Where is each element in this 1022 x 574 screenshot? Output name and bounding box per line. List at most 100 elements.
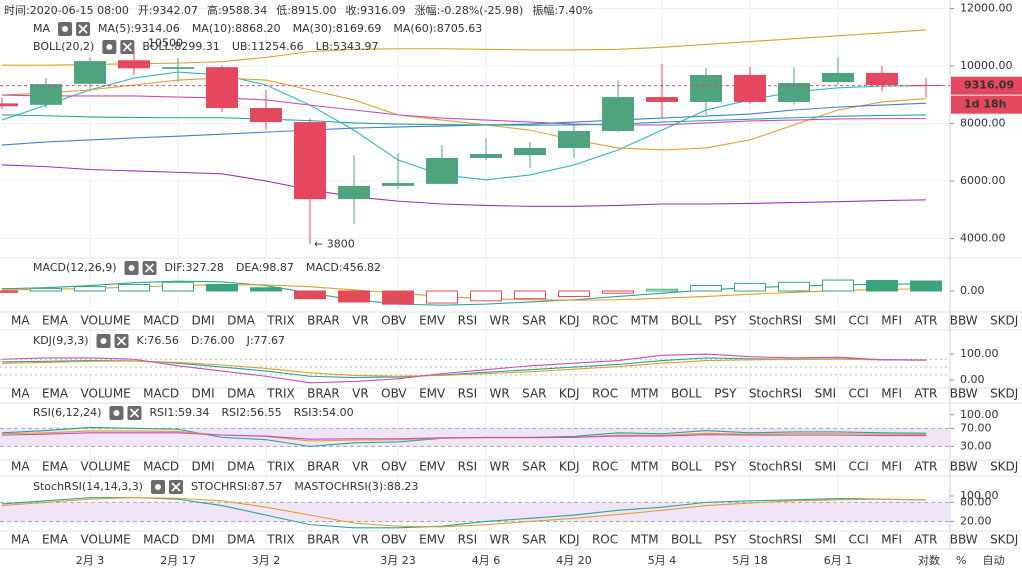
indicator-tab[interactable]: SMI — [815, 387, 837, 401]
indicator-tab[interactable]: SMI — [815, 460, 837, 474]
indicator-tab[interactable]: OBV — [381, 533, 407, 547]
indicator-tab[interactable]: MFI — [881, 533, 902, 547]
indicator-tab[interactable]: VOLUME — [81, 314, 131, 328]
indicator-tab[interactable]: BBW — [950, 460, 978, 474]
indicator-tab[interactable]: BRAR — [307, 460, 340, 474]
indicator-tab[interactable]: PSY — [714, 387, 737, 401]
indicator-tab[interactable]: DMA — [227, 460, 256, 474]
indicator-tab[interactable]: DMI — [192, 460, 215, 474]
indicator-tab[interactable]: PSY — [714, 314, 737, 328]
indicator-tab[interactable]: VOLUME — [81, 387, 131, 401]
indicator-tab[interactable]: WR — [490, 314, 510, 328]
indicator-tab[interactable]: SKDJ — [990, 460, 1018, 474]
indicator-tab[interactable]: BOLL — [671, 314, 702, 328]
indicator-tab[interactable]: OBV — [381, 314, 407, 328]
indicator-tab[interactable]: BBW — [950, 387, 978, 401]
scale-option[interactable]: 对数 — [918, 553, 940, 567]
indicator-tab[interactable]: StochRSI — [749, 460, 802, 474]
indicator-tab[interactable]: TRIX — [266, 314, 294, 328]
indicator-tab[interactable]: OBV — [381, 387, 407, 401]
indicator-tab[interactable]: EMV — [419, 387, 446, 401]
indicator-tab[interactable]: CCI — [849, 314, 869, 328]
indicator-tab[interactable]: MFI — [881, 460, 902, 474]
indicator-tab[interactable]: BRAR — [307, 387, 340, 401]
indicator-tab[interactable]: RSI — [458, 314, 478, 328]
indicator-tab[interactable]: MACD — [143, 314, 179, 328]
indicator-tab[interactable]: KDJ — [559, 460, 580, 474]
indicator-tab[interactable]: StochRSI — [749, 533, 802, 547]
indicator-tab[interactable]: SKDJ — [990, 387, 1018, 401]
indicator-tab[interactable]: RSI — [458, 387, 478, 401]
indicator-tab[interactable]: SAR — [522, 387, 546, 401]
indicator-tab[interactable]: TRIX — [266, 460, 294, 474]
indicator-tab[interactable]: DMI — [192, 387, 215, 401]
indicator-tab[interactable]: SAR — [522, 533, 546, 547]
indicator-tab[interactable]: VR — [352, 387, 369, 401]
indicator-tab[interactable]: EMV — [419, 533, 446, 547]
indicator-tab[interactable]: VOLUME — [81, 460, 131, 474]
indicator-tab[interactable]: ATR — [914, 460, 937, 474]
indicator-tab[interactable]: WR — [490, 533, 510, 547]
indicator-tab[interactable]: ROC — [592, 460, 618, 474]
indicator-tab[interactable]: MA — [11, 460, 30, 474]
indicator-tab[interactable]: SAR — [522, 460, 546, 474]
indicator-tab[interactable]: BOLL — [671, 460, 702, 474]
indicator-tab[interactable]: SKDJ — [990, 533, 1018, 547]
indicator-tab[interactable]: KDJ — [559, 533, 580, 547]
indicator-tab[interactable]: MTM — [631, 387, 659, 401]
indicator-tab[interactable]: DMI — [192, 314, 215, 328]
indicator-tab[interactable]: BRAR — [307, 533, 340, 547]
indicator-tab[interactable]: MTM — [631, 533, 659, 547]
indicator-tab[interactable]: SMI — [815, 314, 837, 328]
indicator-tab[interactable]: MA — [11, 533, 30, 547]
indicator-tab[interactable]: VR — [352, 460, 369, 474]
indicator-tab[interactable]: DMI — [192, 533, 215, 547]
indicator-tab[interactable]: EMA — [42, 314, 69, 328]
indicator-tab[interactable]: StochRSI — [749, 387, 802, 401]
indicator-tab[interactable]: BOLL — [671, 387, 702, 401]
indicator-tab[interactable]: ATR — [914, 314, 937, 328]
indicator-tab[interactable]: ATR — [914, 387, 937, 401]
indicator-tab[interactable]: MFI — [881, 387, 902, 401]
indicator-tab[interactable]: CCI — [849, 387, 869, 401]
indicator-tab[interactable]: SKDJ — [990, 314, 1018, 328]
indicator-tab[interactable]: TRIX — [266, 387, 294, 401]
scale-option[interactable]: 自动 — [982, 554, 1004, 567]
indicator-tab[interactable]: MACD — [143, 460, 179, 474]
indicator-tab[interactable]: ROC — [592, 314, 618, 328]
indicator-tab[interactable]: ROC — [592, 387, 618, 401]
indicator-tab[interactable]: KDJ — [559, 314, 580, 328]
indicator-tab[interactable]: MFI — [881, 314, 902, 328]
indicator-tab[interactable]: SAR — [522, 314, 546, 328]
indicator-tab[interactable]: EMA — [42, 387, 69, 401]
indicator-tab[interactable]: OBV — [381, 460, 407, 474]
indicator-tab[interactable]: RSI — [458, 460, 478, 474]
indicator-tab[interactable]: PSY — [714, 460, 737, 474]
indicator-tab[interactable]: EMV — [419, 314, 446, 328]
indicator-tab[interactable]: WR — [490, 387, 510, 401]
indicator-tab[interactable]: ROC — [592, 533, 618, 547]
indicator-tab[interactable]: RSI — [458, 533, 478, 547]
scale-option[interactable]: % — [956, 554, 966, 567]
indicator-tab[interactable]: MTM — [631, 460, 659, 474]
indicator-tab[interactable]: BOLL — [671, 533, 702, 547]
indicator-tab[interactable]: PSY — [714, 533, 737, 547]
indicator-tab[interactable]: CCI — [849, 460, 869, 474]
indicator-tab[interactable]: DMA — [227, 314, 256, 328]
indicator-tab[interactable]: CCI — [849, 533, 869, 547]
indicator-tab[interactable]: WR — [490, 460, 510, 474]
indicator-tab[interactable]: MA — [11, 387, 30, 401]
indicator-tab[interactable]: EMA — [42, 533, 69, 547]
indicator-tab[interactable]: VOLUME — [81, 533, 131, 547]
indicator-tab[interactable]: BBW — [950, 533, 978, 547]
indicator-tab[interactable]: ATR — [914, 533, 937, 547]
indicator-tab[interactable]: KDJ — [559, 387, 580, 401]
indicator-tab[interactable]: EMA — [42, 460, 69, 474]
indicator-tab[interactable]: MACD — [143, 533, 179, 547]
indicator-tab[interactable]: BRAR — [307, 314, 340, 328]
indicator-tab[interactable]: MACD — [143, 387, 179, 401]
indicator-tab[interactable]: DMA — [227, 387, 256, 401]
indicator-tab[interactable]: VR — [352, 314, 369, 328]
indicator-tab[interactable]: VR — [352, 533, 369, 547]
indicator-tab[interactable]: MA — [11, 314, 30, 328]
